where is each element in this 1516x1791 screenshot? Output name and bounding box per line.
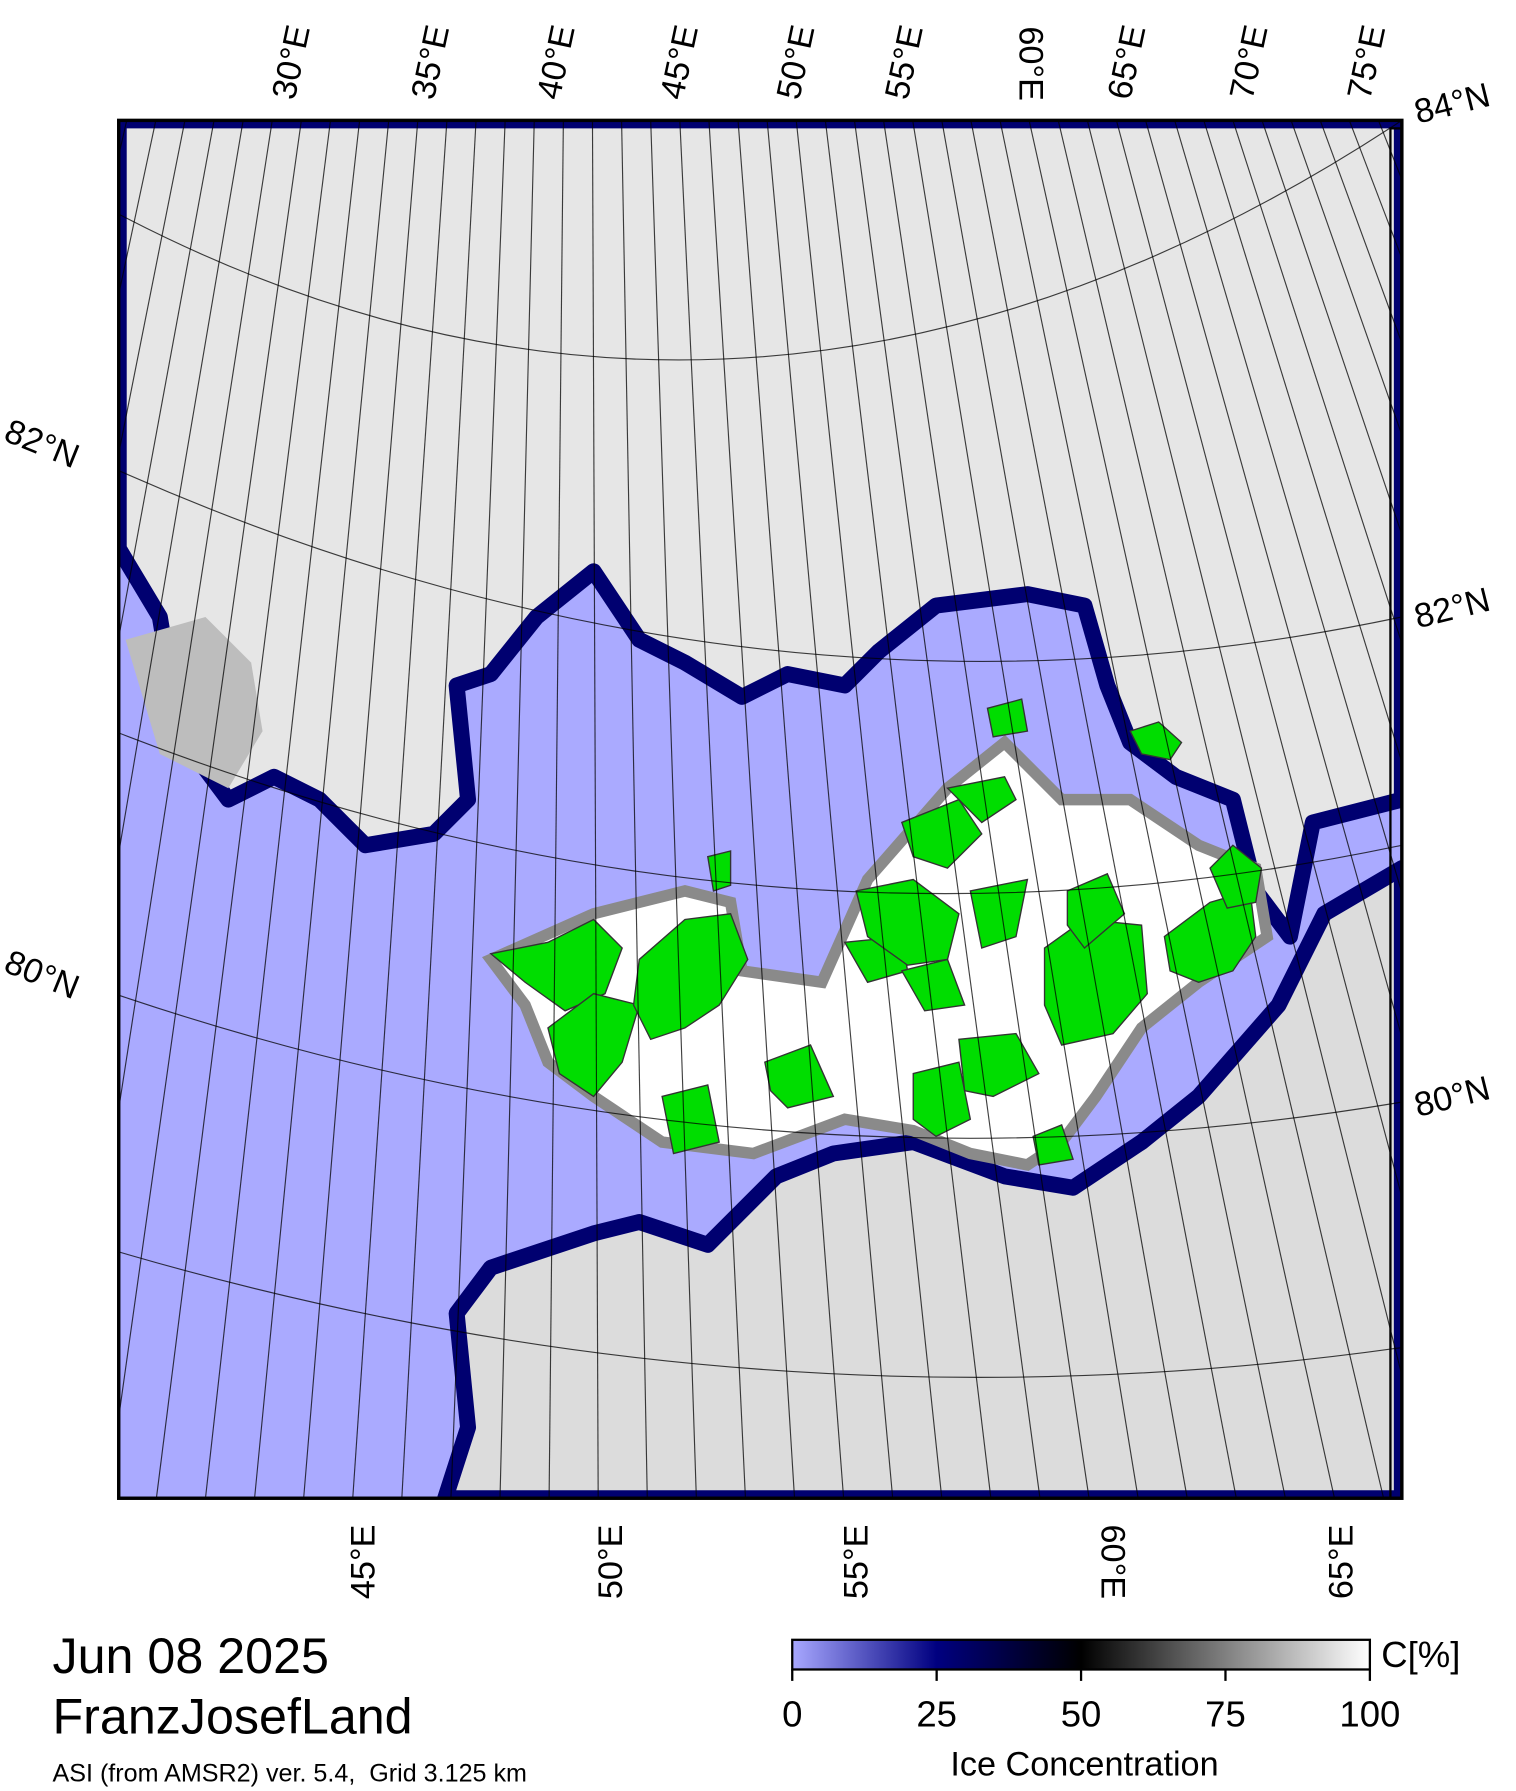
- top-lon-label: 45°E: [653, 22, 706, 103]
- colorbar-tick-label: 75: [1205, 1694, 1246, 1735]
- right-lat-label: 82°N: [1411, 581, 1494, 636]
- colorbar-ticks: 0 25 50 75 100: [782, 1669, 1400, 1735]
- bottom-lon-label: 65°E: [1323, 1525, 1361, 1600]
- source-note: ASI (from AMSR2) ver. 5.4, Grid 3.125 km: [53, 1759, 527, 1787]
- meridian: [155, 120, 332, 1499]
- meridian: [303, 120, 419, 1499]
- meridian: [204, 120, 361, 1499]
- meridian: [1028, 120, 1336, 1499]
- colorbar-title: Ice Concentration: [950, 1746, 1218, 1784]
- meridian: [1174, 120, 1402, 895]
- top-lon-label: 50°E: [770, 22, 823, 103]
- meridian: [621, 120, 648, 1499]
- top-lon-label: 40°E: [530, 22, 583, 103]
- meridian: [1232, 120, 1402, 646]
- meridian: [1203, 120, 1402, 765]
- meridian: [401, 120, 477, 1499]
- meridian: [941, 120, 1188, 1499]
- top-lon-label: 30°E: [265, 22, 318, 103]
- meridian: [0, 120, 98, 1498]
- top-lon-label: 70°E: [1223, 22, 1276, 103]
- left-lat-label: 80°N: [0, 943, 84, 1007]
- parallel-81n: [118, 732, 1402, 895]
- date: Jun 08 2025: [53, 1628, 329, 1684]
- meridian: [679, 120, 747, 1499]
- meridian: [650, 120, 697, 1499]
- graticule: [0, 120, 1402, 1499]
- right-lat-label: 80°N: [1411, 1069, 1494, 1124]
- meridian: [352, 120, 448, 1499]
- meridian: [548, 120, 564, 1499]
- meridian: [766, 120, 894, 1499]
- map-area: [0, 120, 1402, 1499]
- region-name: FranzJosefLand: [53, 1688, 413, 1744]
- meridian: [254, 120, 390, 1499]
- meridian: [824, 120, 992, 1499]
- meridian: [1145, 120, 1402, 1040]
- top-lon-label: 65°E: [1101, 22, 1154, 103]
- meridian: [1261, 120, 1402, 537]
- meridian: [118, 120, 215, 641]
- frame-edge: [1389, 127, 1403, 1500]
- pack-ice-north: [118, 120, 1402, 945]
- meridian: [708, 120, 796, 1499]
- meridian: [118, 120, 273, 1113]
- right-lat-label: 84°N: [1411, 76, 1494, 131]
- left-lat-label: 82°N: [0, 412, 84, 476]
- colorbar-tick-label: 100: [1339, 1694, 1400, 1735]
- meridian: [853, 120, 1041, 1499]
- meridian: [999, 120, 1286, 1499]
- meridian: [1086, 120, 1402, 1378]
- meridian: [912, 120, 1139, 1499]
- meridian: [118, 120, 302, 1422]
- colorbar-tick-label: 25: [916, 1694, 957, 1735]
- top-lon-label: 60°E: [1011, 26, 1049, 101]
- meridian: [795, 120, 943, 1499]
- bottom-lon-label: 60°E: [1094, 1525, 1132, 1600]
- bottom-lon-label: 50°E: [592, 1525, 630, 1600]
- bottom-lon-label: 45°E: [344, 1525, 382, 1600]
- meridian: [1115, 120, 1402, 1200]
- colorbar: [791, 1638, 1372, 1671]
- meridian: [118, 120, 244, 857]
- meridian: [0, 120, 68, 1498]
- parallel-79n: [118, 1251, 1402, 1378]
- meridian: [737, 120, 845, 1499]
- top-lon-label: 75°E: [1341, 22, 1394, 103]
- meridian: [118, 120, 186, 457]
- colorbar-unit: C[%]: [1381, 1634, 1460, 1675]
- top-lon-label: 35°E: [404, 22, 457, 103]
- meridian: [591, 120, 599, 1499]
- top-lon-label: 55°E: [878, 22, 931, 103]
- meridian: [1057, 120, 1385, 1499]
- colorbar-tick-label: 0: [782, 1694, 802, 1735]
- meridian: [1290, 120, 1402, 437]
- meridian: [883, 120, 1090, 1499]
- ice-shadow-left: [125, 616, 263, 789]
- meridian: [970, 120, 1237, 1499]
- meridian: [118, 120, 128, 159]
- parallel-82n: [118, 469, 1402, 662]
- bottom-lon-label: 55°E: [838, 1525, 876, 1600]
- meridian: [450, 120, 506, 1499]
- colorbar-tick-label: 50: [1061, 1694, 1102, 1735]
- parallel-80n: [118, 994, 1402, 1139]
- pack-ice-south: [437, 860, 1402, 1499]
- meridian: [499, 120, 535, 1499]
